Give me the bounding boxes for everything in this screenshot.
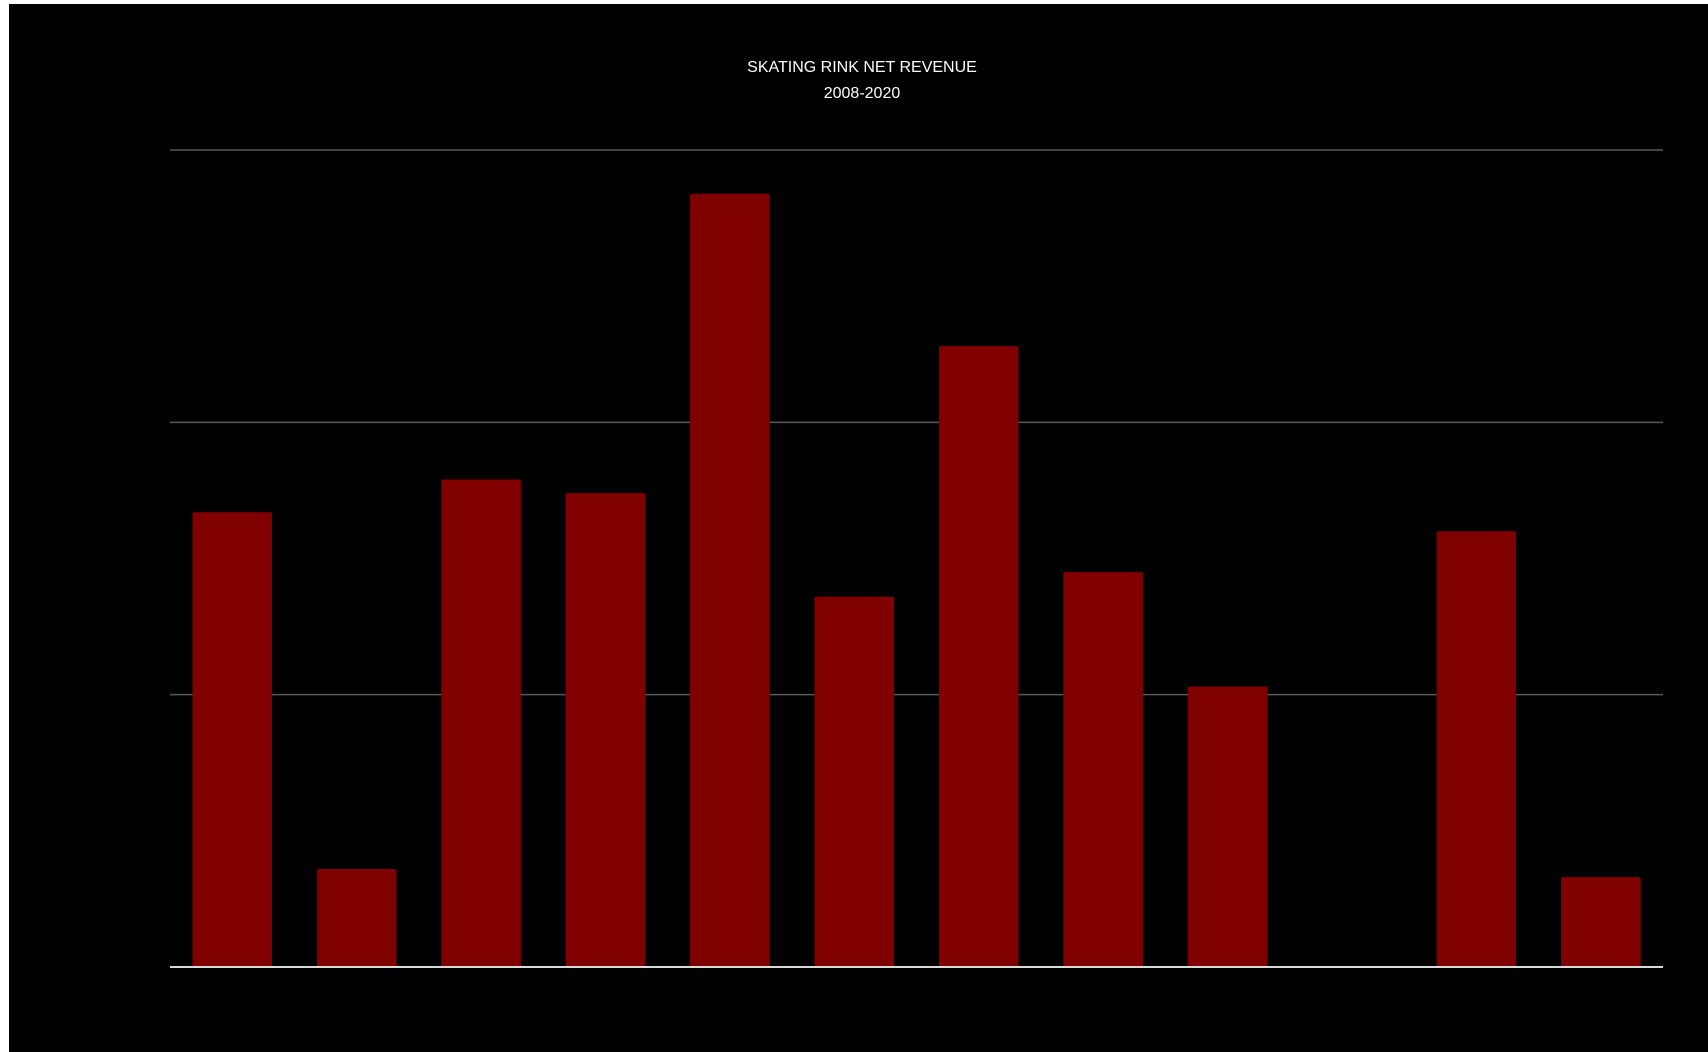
bar-7: [938, 346, 1019, 968]
bars: [192, 193, 1641, 968]
gridlines: [170, 149, 1663, 696]
bar-5: [690, 193, 770, 967]
bar-2: [316, 868, 397, 967]
bar-3: [441, 479, 521, 967]
bar-11: [1436, 531, 1517, 967]
bar-12: [1560, 877, 1641, 967]
chart-title: SKATING RINK NET REVENUE: [747, 59, 977, 76]
bar-6: [814, 596, 895, 967]
bar-8: [1063, 572, 1143, 967]
bar-9: [1187, 686, 1268, 967]
bar-4: [565, 493, 646, 967]
bar-1: [192, 512, 273, 967]
chart-subtitle: 2008-2020: [824, 85, 901, 102]
